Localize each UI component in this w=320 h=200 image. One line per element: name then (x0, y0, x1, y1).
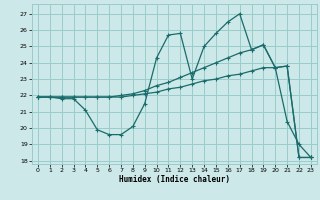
X-axis label: Humidex (Indice chaleur): Humidex (Indice chaleur) (119, 175, 230, 184)
